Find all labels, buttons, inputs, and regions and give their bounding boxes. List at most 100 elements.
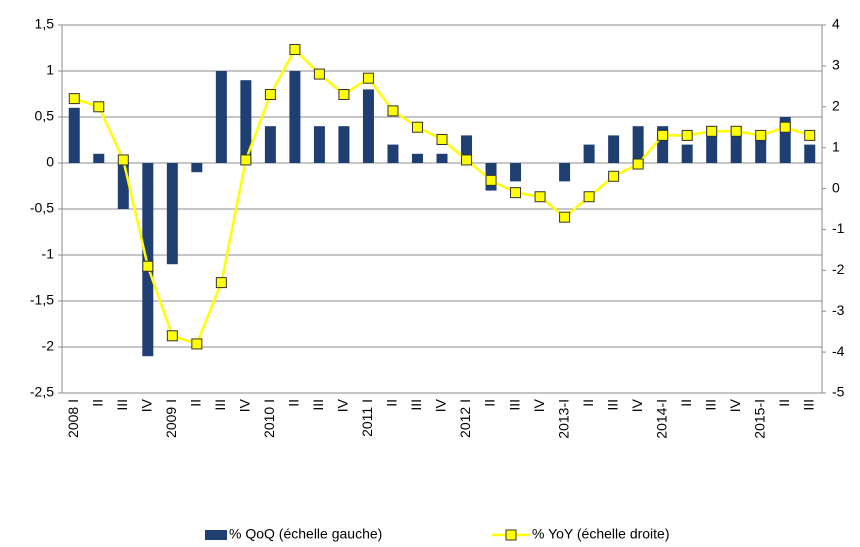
x-tick-label: 2008 I [65, 399, 81, 438]
marker [559, 211, 571, 223]
x-tick-label: III [506, 399, 522, 411]
y-tick-label: 0,5 [35, 108, 55, 124]
x-tick-label: II [580, 399, 596, 407]
bar [730, 126, 742, 163]
marker [338, 89, 350, 101]
x-tick-label: IV [237, 398, 253, 412]
bar [436, 153, 448, 163]
bar [289, 71, 301, 163]
legend-swatch [505, 529, 517, 541]
bar [362, 89, 374, 163]
marker [657, 129, 669, 141]
x-tick-label: III [114, 399, 130, 411]
legend-label: % QoQ (échelle gauche) [229, 526, 382, 542]
x-tick-label: II [482, 399, 498, 407]
y-tick-label: -0,5 [30, 200, 54, 216]
marker [632, 158, 644, 170]
y-tick-label: 1,5 [35, 16, 55, 32]
marker [411, 121, 423, 133]
bar [461, 135, 473, 163]
marker [755, 129, 767, 141]
x-tick-label: II [188, 399, 204, 407]
x-tick-label: II [678, 399, 694, 407]
bar [510, 163, 522, 182]
marker [191, 338, 203, 350]
bar [117, 163, 129, 209]
x-tick-label: III [604, 399, 620, 411]
marker [93, 101, 105, 113]
x-tick-label: IV [139, 398, 155, 412]
legend-label: % YoY (échelle droite) [532, 526, 670, 542]
bar [68, 107, 80, 163]
marker [264, 89, 276, 101]
marker [461, 154, 473, 166]
x-tick-label: 2014-I [653, 399, 669, 439]
bar [313, 126, 325, 163]
x-tick-label: 2012 I [457, 399, 473, 438]
bar [706, 126, 718, 163]
legend-swatch [205, 530, 227, 540]
marker [215, 277, 227, 289]
x-tick-label: IV [531, 398, 547, 412]
marker [804, 129, 816, 141]
bar [191, 163, 203, 173]
x-tick-label: III [702, 399, 718, 411]
y-tick-label: -1 [42, 246, 55, 262]
y2-tick-label: 3 [832, 57, 840, 73]
bar [632, 126, 644, 163]
marker [117, 154, 129, 166]
x-tick-label: II [384, 399, 400, 407]
bar [583, 144, 595, 163]
x-tick-label: IV [629, 398, 645, 412]
bar [779, 117, 791, 163]
x-tick-label: 2009 I [163, 399, 179, 438]
y2-tick-label: 2 [832, 97, 840, 113]
x-tick-label: III [310, 399, 326, 411]
x-tick-label: 2011 I [359, 399, 375, 437]
y2-tick-label: -3 [832, 302, 845, 318]
line [73, 47, 811, 346]
x-tick-label: IV [335, 398, 351, 412]
marker [362, 72, 374, 84]
bar [93, 153, 105, 163]
y2-tick-label: -1 [832, 220, 845, 236]
bar [608, 135, 620, 163]
x-tick-label: 2010 I [261, 399, 277, 438]
bar [804, 144, 816, 163]
marker [583, 191, 595, 203]
marker [706, 125, 718, 137]
bar [559, 163, 571, 182]
x-tick-label: IV [433, 398, 449, 412]
marker [68, 93, 80, 105]
marker [779, 121, 791, 133]
marker [608, 170, 620, 182]
y-tick-label: -2 [42, 338, 55, 354]
bar [166, 163, 178, 265]
bar [387, 144, 399, 163]
y2-tick-label: 1 [832, 138, 840, 154]
x-tick-label: 2013-I [555, 399, 571, 439]
x-tick-label: 2015-I [751, 399, 767, 439]
y-tick-label: -2,5 [30, 384, 54, 400]
y2-tick-label: -5 [832, 384, 845, 400]
y-tick-label: -1,5 [30, 292, 54, 308]
y-tick-label: 0 [46, 154, 54, 170]
marker [313, 68, 325, 80]
x-tick-label: II [89, 399, 105, 407]
bar [755, 135, 767, 163]
y-tick-label: 1 [46, 62, 54, 78]
y2-tick-label: 0 [832, 179, 840, 195]
x-tick-label: IV [727, 398, 743, 412]
bar [215, 71, 227, 163]
bar [240, 80, 252, 163]
bar [681, 144, 693, 163]
x-tick-label: III [408, 399, 424, 411]
marker [142, 260, 154, 272]
marker [166, 330, 178, 342]
bar [264, 126, 276, 163]
marker [681, 129, 693, 141]
x-tick-label: II [776, 399, 792, 407]
bar [338, 126, 350, 163]
marker [240, 154, 252, 166]
